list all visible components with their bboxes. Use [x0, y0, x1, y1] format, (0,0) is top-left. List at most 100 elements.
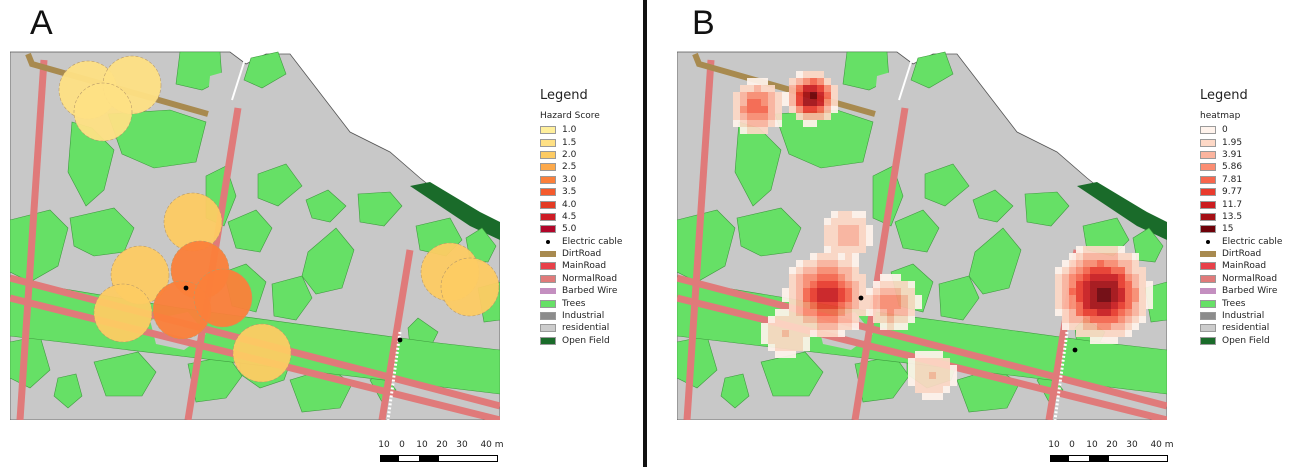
heat-cell	[775, 351, 782, 358]
heat-cell	[1069, 253, 1076, 260]
normal-road	[677, 274, 1167, 410]
heat-cell	[803, 316, 810, 323]
heat-cell	[1055, 302, 1062, 309]
heat-cell	[831, 295, 838, 302]
heat-cell	[810, 85, 817, 92]
legend-swatch	[540, 225, 556, 234]
heat-cell	[803, 323, 810, 330]
heat-cell	[915, 302, 922, 309]
heat-cell	[852, 211, 859, 218]
heat-cell	[733, 99, 740, 106]
heat-cell	[803, 260, 810, 267]
heat-cell	[929, 365, 936, 372]
tree-stand	[972, 189, 1014, 223]
heat-cell	[803, 337, 810, 344]
heat-cell	[1104, 295, 1111, 302]
heat-cell	[1125, 288, 1132, 295]
legend-swatch	[1200, 200, 1216, 209]
heat-cell	[852, 323, 859, 330]
heat-cell	[817, 71, 824, 78]
heat-cell	[1111, 246, 1118, 253]
normal-road	[16, 59, 48, 420]
heat-cell	[803, 92, 810, 99]
heat-cell	[1146, 302, 1153, 309]
heat-cell	[824, 281, 831, 288]
heat-cell	[908, 295, 915, 302]
heat-cell	[838, 295, 845, 302]
legend-label: MainRoad	[1222, 261, 1267, 272]
heat-cell	[796, 106, 803, 113]
heat-cell	[852, 246, 859, 253]
legend-ramp-item: 3.0	[540, 174, 622, 186]
heat-cell	[887, 323, 894, 330]
heat-cell	[908, 358, 915, 365]
legend-label: Industrial	[562, 311, 605, 322]
heat-cell	[1125, 309, 1132, 316]
heat-cell	[838, 225, 845, 232]
heat-cell	[817, 267, 824, 274]
heat-cell	[1076, 288, 1083, 295]
heat-cell	[1104, 309, 1111, 316]
heat-cell	[803, 120, 810, 127]
heat-cell	[1097, 316, 1104, 323]
legend-ramp-item: 7.81	[1200, 174, 1282, 186]
tree-stand	[720, 373, 750, 409]
heat-cell	[754, 127, 761, 134]
heat-cell	[1146, 288, 1153, 295]
heat-cell	[1076, 267, 1083, 274]
scalebar-label: 10	[378, 440, 390, 450]
heat-cell	[796, 337, 803, 344]
scalebar-a: 10 0 10 20 30 40 m	[378, 440, 504, 462]
heat-cell	[1104, 323, 1111, 330]
heat-cell	[1104, 260, 1111, 267]
heat-cell	[733, 113, 740, 120]
heat-cell	[838, 267, 845, 274]
heat-cell	[768, 323, 775, 330]
tree-stand	[10, 209, 69, 283]
heat-cell	[782, 344, 789, 351]
tree-stand	[910, 51, 954, 89]
heat-cell	[796, 113, 803, 120]
heat-cell	[1097, 302, 1104, 309]
heat-cell	[1132, 281, 1139, 288]
heat-cell	[824, 323, 831, 330]
legend-swatch	[540, 212, 556, 221]
legend-ramp-item: 1.5	[540, 136, 622, 148]
legend-label: 4.5	[562, 211, 577, 222]
residential-patch	[875, 72, 903, 102]
heat-cell	[859, 225, 866, 232]
heat-cell	[845, 288, 852, 295]
legend-layer-item: Open Field	[540, 335, 622, 347]
heat-cell	[768, 99, 775, 106]
heat-cell	[1118, 281, 1125, 288]
heat-cell	[936, 365, 943, 372]
legend-ramp-item: 2.5	[540, 161, 622, 173]
heat-cell	[1132, 302, 1139, 309]
heat-cell	[908, 302, 915, 309]
legend-label: Open Field	[562, 335, 610, 346]
legend-ramp-item: 11.7	[1200, 198, 1282, 210]
heat-cell	[817, 253, 824, 260]
heat-cell	[908, 365, 915, 372]
legend-layer-item: MainRoad	[1200, 260, 1282, 272]
heat-cell	[1132, 253, 1139, 260]
heat-cell	[754, 85, 761, 92]
heat-cell	[1055, 288, 1062, 295]
barbed-wire	[898, 55, 914, 101]
heat-cell	[817, 309, 824, 316]
heat-cell	[1076, 316, 1083, 323]
heat-cell	[810, 295, 817, 302]
heat-cell	[831, 274, 838, 281]
heat-cell	[782, 288, 789, 295]
heat-cell	[1090, 316, 1097, 323]
legend-layer-item: residential	[540, 322, 622, 334]
legend-a-ramp: 1.0 1.5 2.0 2.5 3.0 3.5 4.0 4.5 5.0	[540, 124, 622, 236]
heat-cell	[782, 295, 789, 302]
heat-cell	[852, 281, 859, 288]
heat-cell	[929, 379, 936, 386]
heat-cell	[936, 386, 943, 393]
legend-label: 1.5	[562, 137, 577, 148]
heat-cell	[1090, 246, 1097, 253]
heat-cell	[803, 330, 810, 337]
heat-cell	[754, 99, 761, 106]
